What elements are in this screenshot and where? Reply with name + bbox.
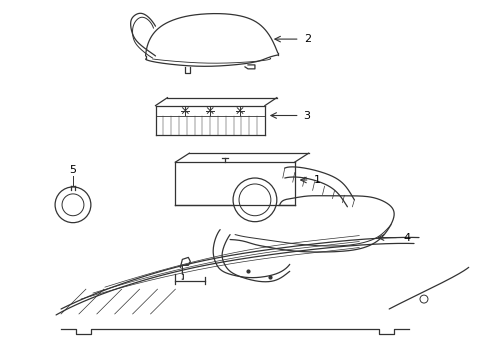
Text: 2: 2 <box>304 34 311 44</box>
Text: 4: 4 <box>403 233 410 243</box>
Text: 1: 1 <box>314 175 320 185</box>
Text: 3: 3 <box>304 111 311 121</box>
Text: 5: 5 <box>70 165 76 175</box>
